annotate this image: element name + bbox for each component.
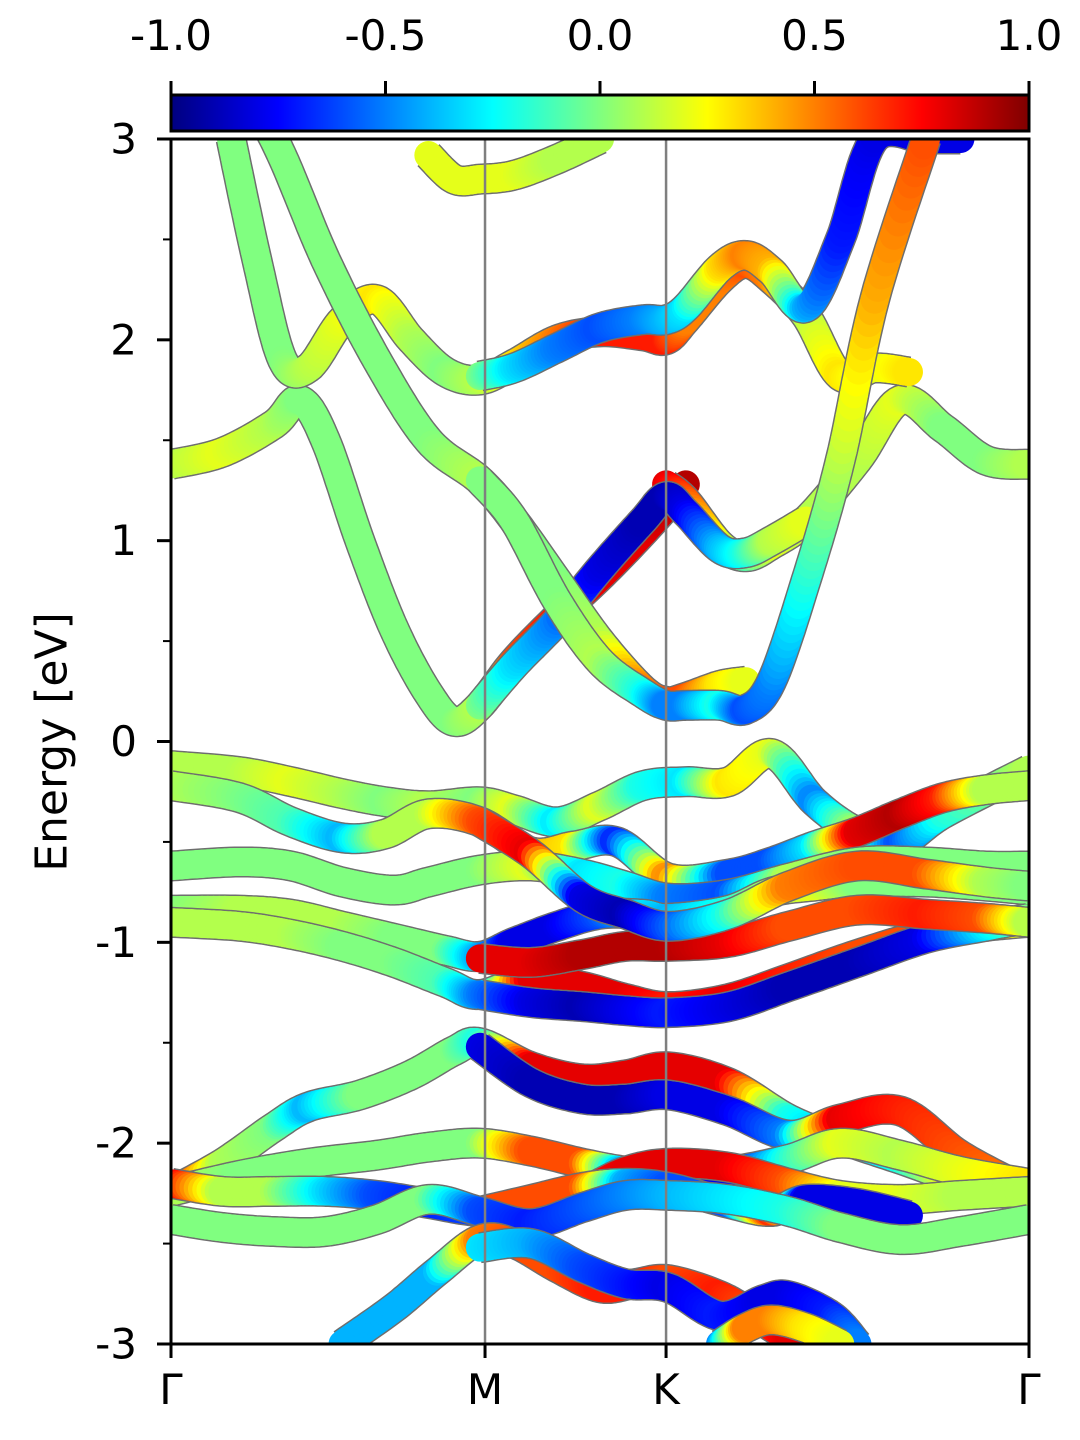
x-tick-label: Γ	[1017, 1365, 1041, 1414]
band-24	[413, 139, 615, 197]
band-21-segment	[894, 139, 926, 151]
y-tick-label: -2	[95, 1119, 137, 1168]
colorbar-tick-label: -1.0	[130, 11, 212, 60]
y-tick-label: -3	[95, 1320, 137, 1369]
band-22-segment	[230, 68, 234, 73]
colorbar-tick-label: -0.5	[345, 11, 427, 60]
band-6	[465, 894, 1029, 979]
colorbar-gradient	[169, 93, 1031, 133]
band-22-segment	[245, 88, 249, 94]
band-22-segment	[219, 55, 223, 59]
band-22-segment	[234, 73, 238, 78]
colorbar: -1.0 -0.5 0.0 0.5 1.0	[130, 11, 1063, 133]
colorbar-tick-label: 1.0	[996, 11, 1063, 60]
colorbar-tick-label: 0.5	[781, 11, 848, 60]
y-tick-label: 3	[110, 115, 137, 164]
band-21-segment	[898, 139, 930, 152]
y-tick-label: 2	[110, 315, 137, 364]
band-21	[465, 139, 975, 392]
y-tick-label: 1	[110, 516, 137, 565]
bands	[171, 51, 1029, 1344]
y-axis-label: Energy [eV]	[27, 612, 78, 872]
band-15	[465, 1227, 872, 1344]
colorbar-tick-label: 0.0	[567, 11, 634, 60]
x-tick-label: Γ	[159, 1365, 183, 1414]
band-22-segment	[237, 78, 241, 83]
band-23	[465, 139, 941, 727]
y-tick-label: 0	[110, 717, 137, 766]
x-tick-label: K	[652, 1365, 681, 1414]
band-22-segment	[215, 51, 219, 55]
band-22-segment	[241, 83, 245, 89]
band-22-segment	[223, 59, 227, 63]
band-21-segment	[891, 139, 922, 149]
band-13	[171, 1178, 1029, 1256]
axes: 3 2 1 0 -1 -2 -3 Γ M K Γ	[95, 115, 1041, 1415]
x-tick-label: M	[467, 1365, 503, 1414]
y-tick-label: -1	[95, 918, 137, 967]
band-21-segment	[868, 139, 898, 148]
band-22-segment	[226, 63, 230, 68]
band-21-segment	[864, 139, 895, 150]
band-19-segment	[790, 506, 820, 536]
band-12-segment	[892, 1200, 923, 1230]
band-21-segment	[887, 139, 918, 148]
high-symmetry-lines	[483, 139, 668, 1344]
band-7	[465, 807, 1029, 942]
